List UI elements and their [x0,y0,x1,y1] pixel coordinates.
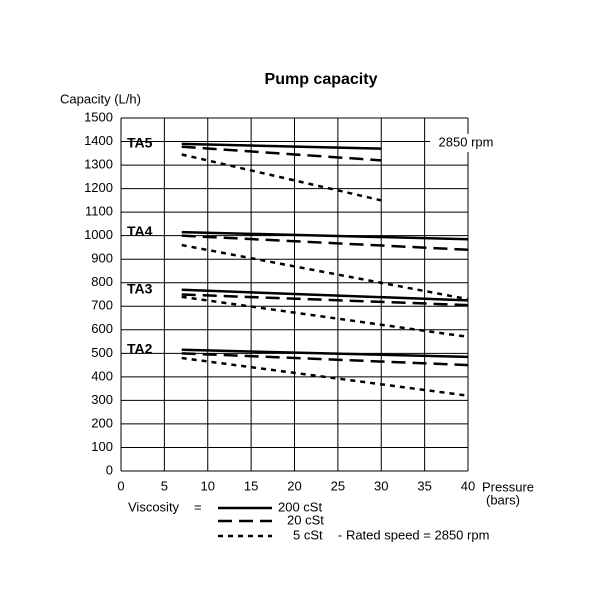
legend-label: 5 cSt [293,527,323,542]
x-tick-label: 0 [117,478,124,493]
legend-label: 20 cSt [287,512,324,527]
chart-title: Pump capacity [265,71,378,88]
annotation: 2850 rpm [439,134,494,149]
y-tick-label: 300 [91,392,113,407]
y-axis-label: Capacity (L/h) [60,91,141,106]
y-tick-label: 100 [91,439,113,454]
note: - Rated speed = 2850 rpm [338,527,489,542]
x-tick-label: 40 [461,478,475,493]
series-line [181,145,382,162]
y-tick-label: 400 [91,368,113,383]
y-tick-label: 1100 [85,204,113,219]
y-tick-label: 1200 [84,180,113,195]
x-tick-label: 5 [161,478,168,493]
group-label: TA3 [127,280,153,296]
x-tick-label: 20 [287,478,301,493]
series-line [181,243,469,301]
x-tick-label: 25 [331,478,345,493]
series-line [181,142,382,150]
x-tick-label: 10 [201,478,215,493]
legend-title: Viscosity [128,499,180,514]
series-line [181,234,469,252]
y-tick-label: 700 [91,298,113,313]
y-tick-label: 800 [91,274,113,289]
x-axis-label: Pressure [482,479,534,494]
x-tick-label: 30 [374,478,388,493]
group-label: TA2 [127,341,153,357]
y-tick-label: 600 [91,321,113,336]
legend-label: 200 cSt [278,499,322,514]
series-line [181,352,469,367]
y-tick-label: 1000 [84,227,113,242]
series-line [181,348,469,359]
y-tick-label: 1300 [84,157,113,172]
series-line [181,153,382,202]
group-label: TA5 [127,135,153,151]
annotation-bg [430,134,502,152]
y-tick-label: 900 [91,251,113,266]
y-tick-label: 1500 [84,109,113,124]
x-tick-label: 35 [417,478,431,493]
series-line [181,293,469,307]
series-line [181,288,469,302]
legend-equals: = [194,499,202,514]
series-line [181,230,469,241]
group-label: TA4 [127,223,153,239]
y-tick-label: 500 [91,345,113,360]
y-tick-label: 1400 [84,133,113,148]
y-tick-label: 200 [91,415,113,430]
y-tick-label: 0 [106,462,113,477]
series-line [181,295,469,339]
x-axis-label: (bars) [486,492,520,507]
x-tick-label: 15 [244,478,258,493]
series-line [181,356,469,397]
